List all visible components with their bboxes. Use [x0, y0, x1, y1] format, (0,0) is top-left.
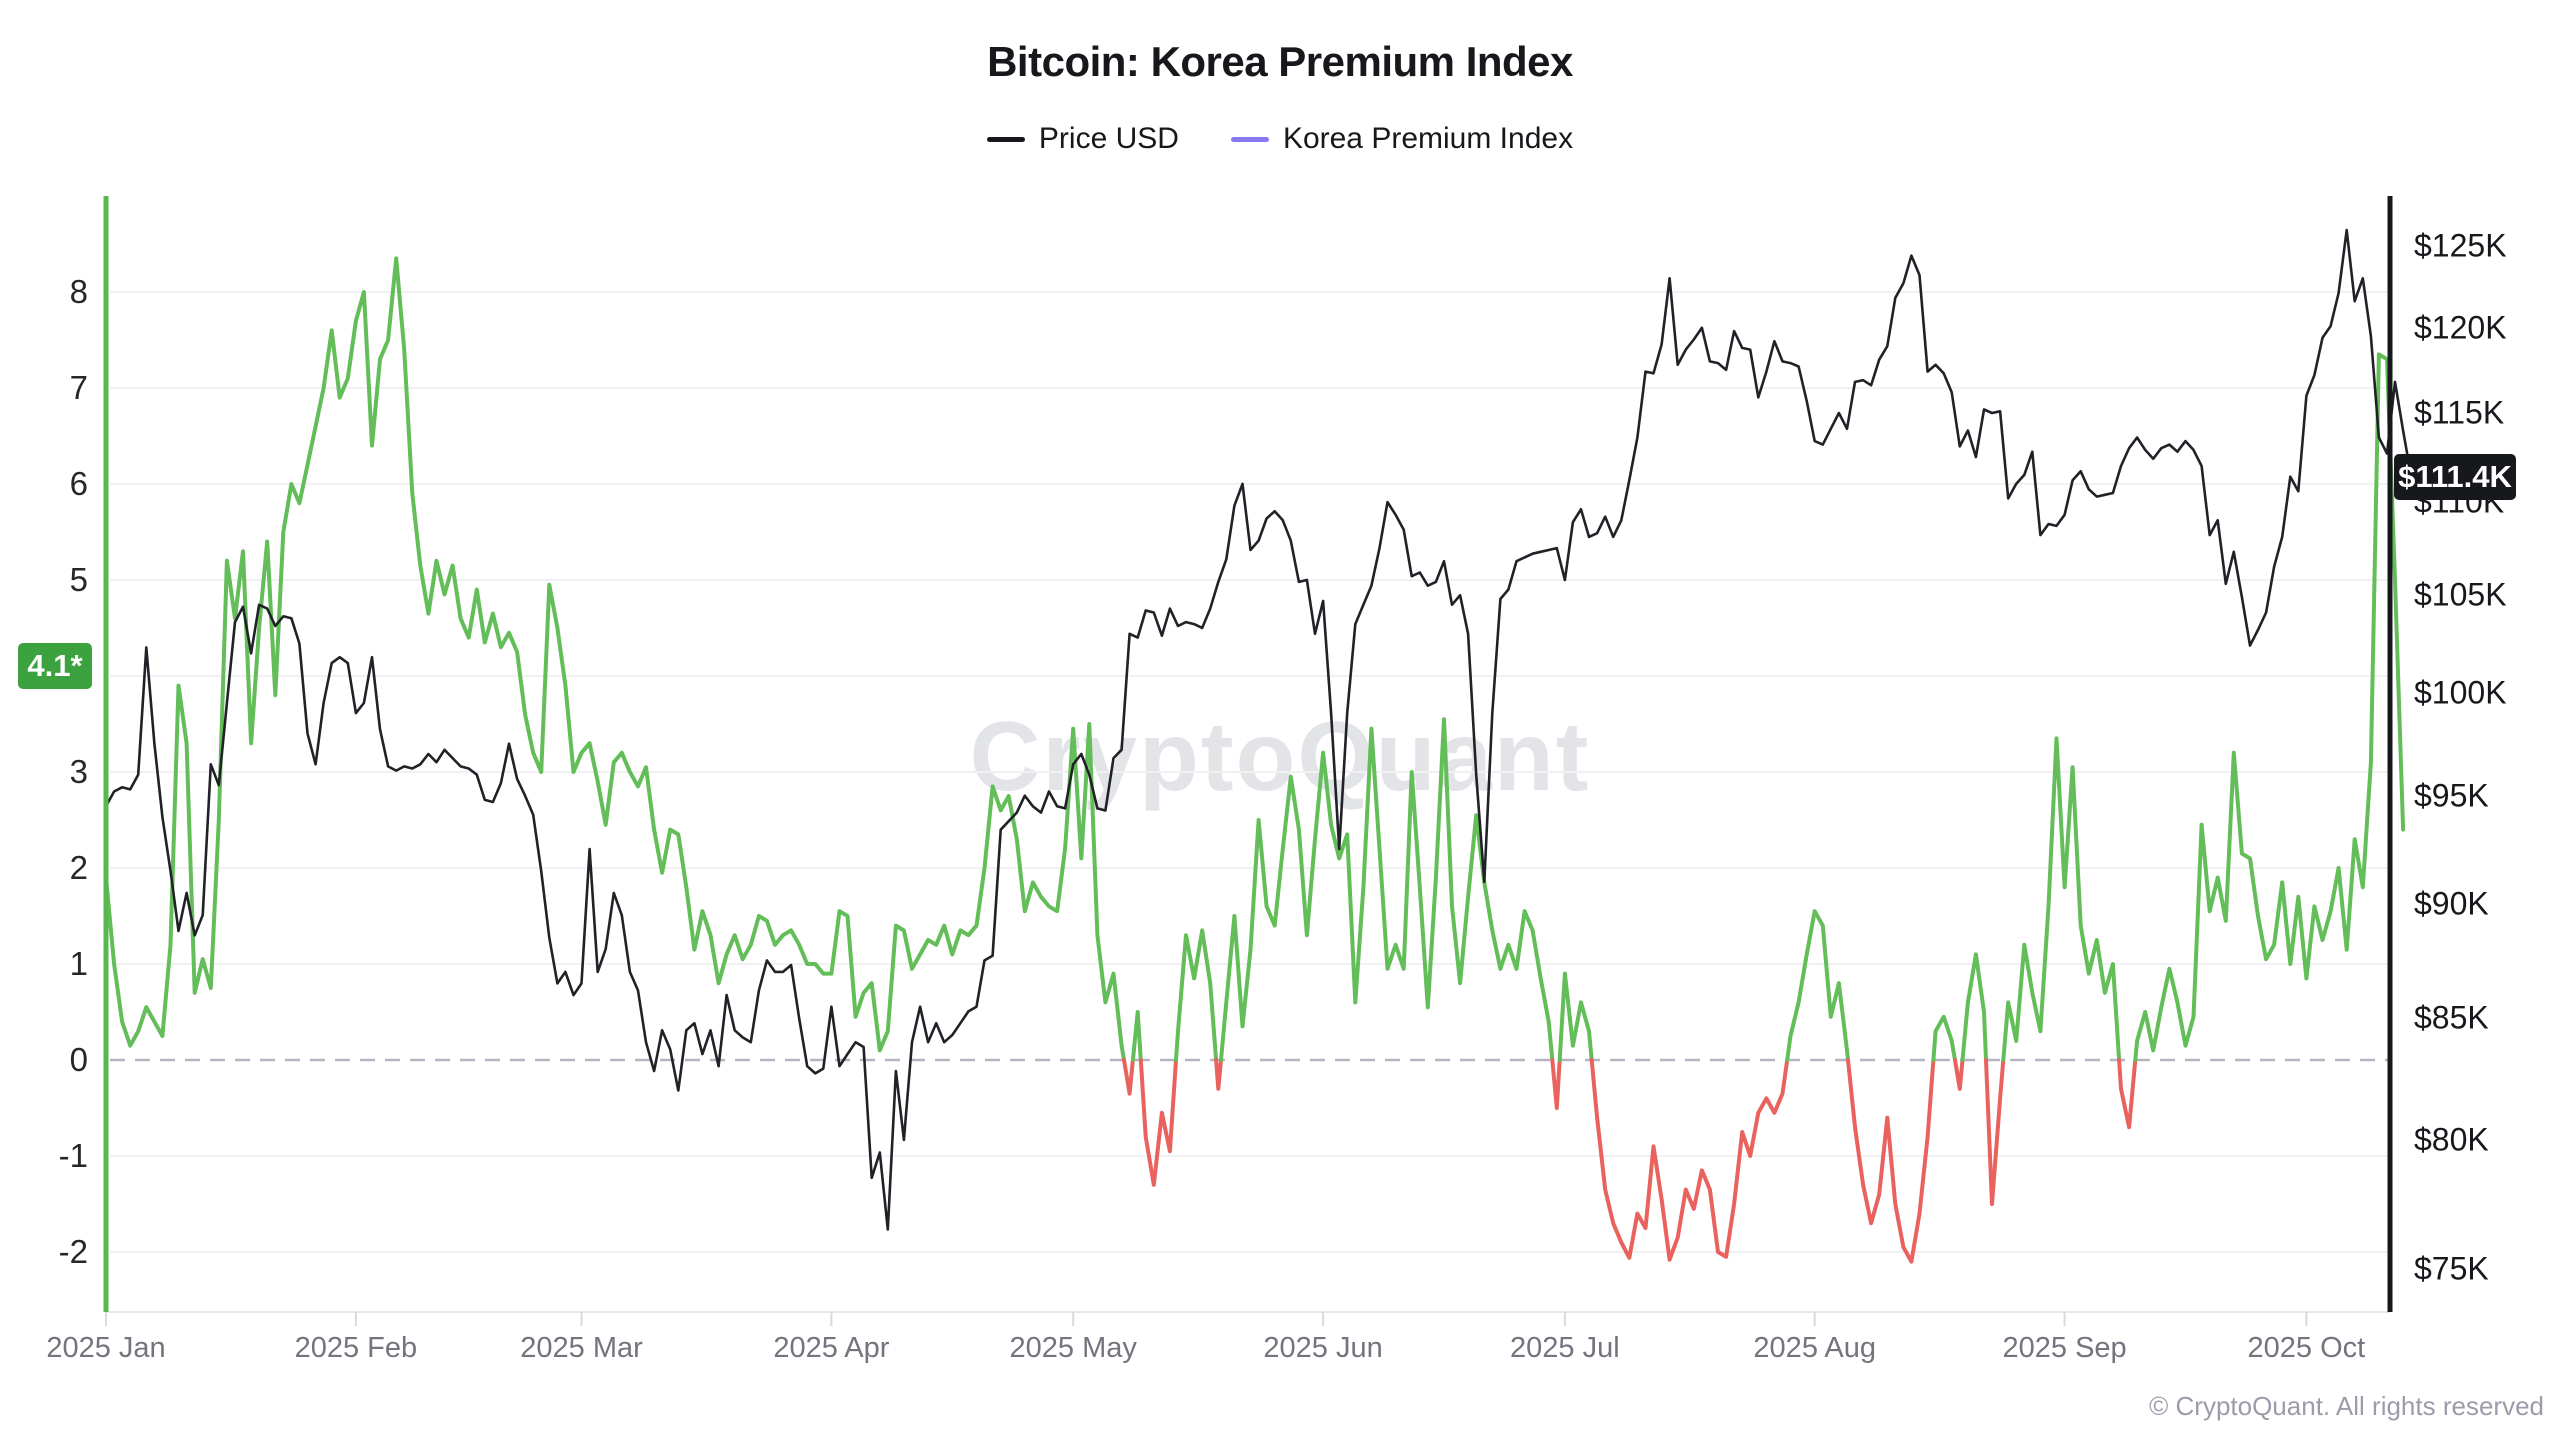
right-axis-tick-80k: $80K	[2414, 1121, 2489, 1158]
korea-premium-line-positive	[1219, 717, 1555, 1062]
korea-premium-line-positive	[2001, 736, 2122, 1062]
x-axis-tick-2025-feb[interactable]: 2025 Feb	[294, 1332, 418, 1364]
left-axis-tick-1: 1	[69, 945, 88, 982]
left-axis-tick--1: -1	[58, 1137, 88, 1174]
korea-premium-line-positive	[1785, 909, 1850, 1062]
left-axis-tick-0: 0	[69, 1041, 88, 1078]
price-usd-line	[104, 228, 2413, 1231]
x-axis-tick-2025-aug[interactable]: 2025 Aug	[1753, 1332, 1877, 1364]
right-axis-tick-120k: $120K	[2414, 309, 2507, 346]
korea-premium-line-positive	[1931, 1014, 1957, 1062]
korea-premium-line-negative	[1138, 1058, 1178, 1187]
x-axis-tick-2025-jul[interactable]: 2025 Jul	[1510, 1332, 1620, 1364]
korea-premium-line-negative	[1122, 1058, 1135, 1096]
x-axis-tick-2025-oct[interactable]: 2025 Oct	[2247, 1332, 2366, 1364]
left-axis-tick-8: 8	[69, 273, 88, 310]
korea-premium-line-positive	[104, 256, 1126, 1062]
legend-item-korea-premium[interactable]: Korea Premium Index	[1230, 122, 1574, 156]
page-title: Bitcoin: Korea Premium Index	[987, 38, 1573, 85]
x-axis-tick-2025-jan[interactable]: 2025 Jan	[46, 1332, 166, 1364]
premium-current-value-badge: 4.1*	[18, 643, 92, 690]
right-axis-tick-75k: $75K	[2414, 1250, 2489, 1287]
korea-premium-line-positive	[1174, 928, 1219, 1062]
right-axis-tick-105k: $105K	[2414, 576, 2507, 613]
right-axis-tick-100k: $100K	[2414, 674, 2507, 711]
right-axis-tick-115k: $115K	[2414, 394, 2505, 431]
korea-premium-line-negative	[1214, 1058, 1223, 1091]
korea-premium-line-positive	[1960, 952, 1988, 1062]
x-axis-tick-2025-jun[interactable]: 2025 Jun	[1263, 1332, 1383, 1364]
x-axis-tick-2025-apr[interactable]: 2025 Apr	[773, 1332, 890, 1364]
korea-premium-line-negative	[2117, 1058, 2138, 1130]
chart-legend: Price USD Korea Premium Index	[0, 122, 2560, 156]
korea-premium-line-positive	[1557, 971, 1594, 1062]
legend-label-price-usd: Price USD	[1038, 122, 1179, 155]
legend-item-price-usd[interactable]: Price USD	[986, 122, 1179, 156]
premium-line-swatch-icon	[1230, 136, 1269, 142]
korea-premium-line-positive	[1130, 1010, 1143, 1062]
left-axis-tick-2: 2	[69, 849, 88, 886]
right-axis-tick-90k: $90K	[2414, 885, 2489, 922]
x-axis-tick-2025-mar[interactable]: 2025 Mar	[520, 1332, 643, 1364]
copyright-text: © CryptoQuant. All rights reserved	[2149, 1391, 2544, 1421]
x-axis-tick-2025-sep[interactable]: 2025 Sep	[2002, 1332, 2127, 1364]
price-current-value-badge: $111.4K	[2394, 453, 2516, 500]
left-axis-tick-6: 6	[69, 465, 88, 502]
korea-premium-line-negative	[1953, 1058, 1965, 1091]
korea-premium-line-negative	[1846, 1058, 1936, 1264]
korea-premium-line-negative	[1550, 1058, 1562, 1110]
korea-premium-line-negative	[1984, 1058, 2006, 1206]
price-line-swatch-icon	[986, 136, 1025, 142]
korea-premium-line-positive	[2133, 352, 2406, 1062]
left-axis-tick--2: -2	[58, 1233, 88, 1270]
left-axis-tick-5: 5	[69, 561, 88, 598]
legend-label-korea-premium: Korea Premium Index	[1282, 122, 1574, 155]
x-axis-tick-2025-may[interactable]: 2025 May	[1009, 1332, 1137, 1364]
left-axis-tick-3: 3	[69, 753, 88, 790]
right-axis-tick-85k: $85K	[2414, 999, 2489, 1036]
right-axis-tick-125k: $125K	[2414, 227, 2507, 264]
right-axis-tick-95k: $95K	[2414, 777, 2489, 814]
left-axis-tick-7: 7	[69, 369, 88, 406]
korea-premium-line-negative	[1589, 1058, 1790, 1262]
